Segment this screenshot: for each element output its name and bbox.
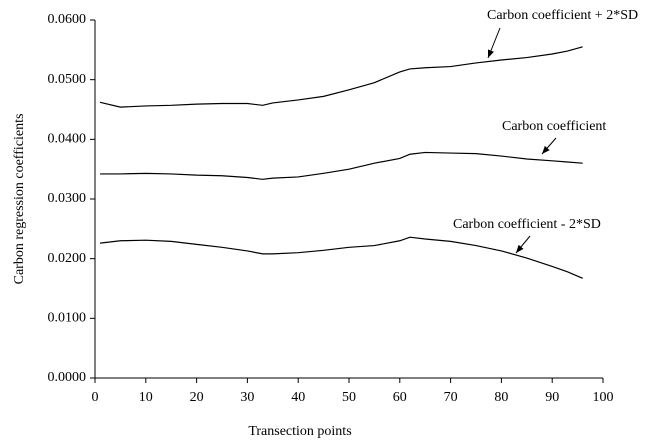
x-tick-label: 60 [393,390,407,405]
series-line [99,46,583,108]
y-tick-label: 0.0500 [48,72,87,87]
x-tick-label: 10 [139,390,153,405]
y-tick-label: 0.0300 [48,191,87,206]
x-tick-label: 0 [92,390,99,405]
y-axis-label: Carbon regression coefficients [12,114,27,285]
x-tick-label: 30 [240,390,254,405]
label-arrow [541,137,557,155]
y-tick-label: 0.0400 [48,132,87,147]
x-tick-label: 20 [190,390,204,405]
x-tick-label: 70 [444,390,458,405]
series-label: Carbon coefficient - 2*SD [453,217,601,232]
label-arrow [515,235,531,254]
label-arrow [487,27,501,59]
y-tick-label: 0.0200 [48,251,87,266]
x-tick-label: 40 [291,390,305,405]
series-label: Carbon coefficient + 2*SD [487,8,638,23]
x-tick-label: 100 [593,390,614,405]
series-line [100,236,583,279]
series-line [100,151,583,180]
series-label: Carbon coefficient [502,119,606,134]
x-tick-label: 50 [342,390,356,405]
y-tick-label: 0.0100 [48,311,87,326]
x-tick-label: 80 [494,390,508,405]
y-tick-label: 0.0000 [48,370,87,385]
x-tick-label: 90 [545,390,559,405]
y-tick-label: 0.0600 [48,12,87,27]
x-axis-label: Transection points [248,424,351,439]
